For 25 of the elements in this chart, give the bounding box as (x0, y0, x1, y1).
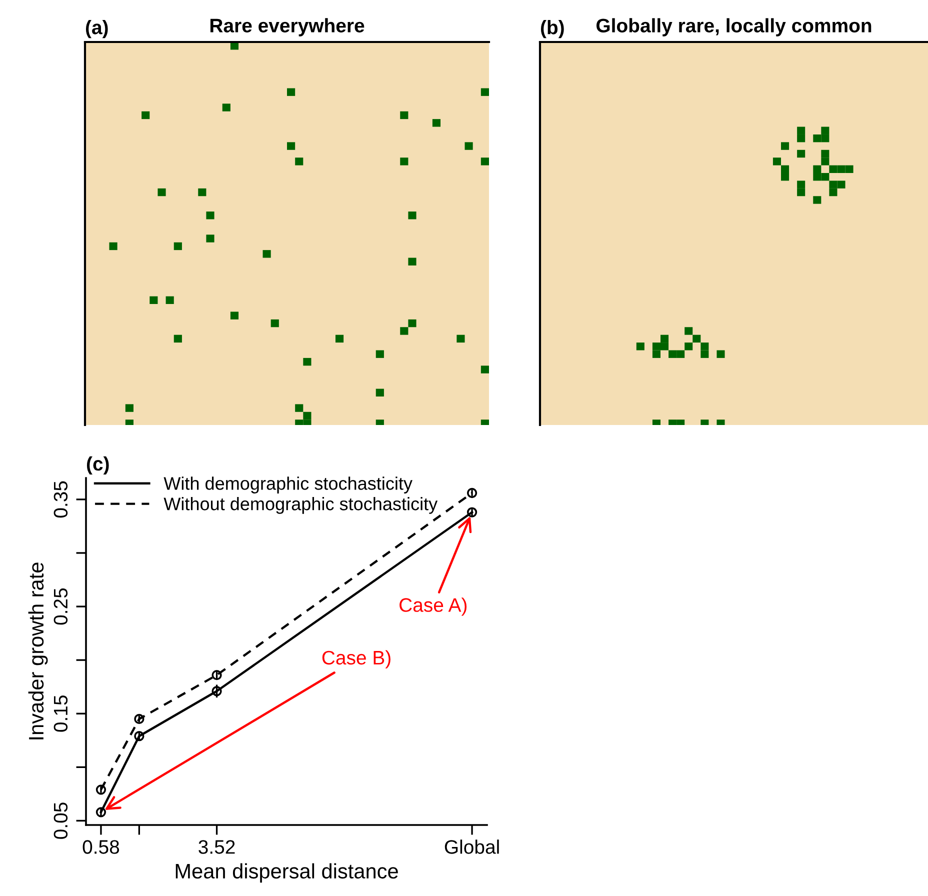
x-tick-label: 3.52 (198, 840, 235, 854)
y-tick-label: 0.35 (54, 481, 68, 518)
point (96, 784, 106, 795)
text: (c) (86, 456, 109, 475)
text: Globally rare, locally common (596, 18, 872, 36)
x-tick-label: 0.58 (82, 840, 120, 854)
annotation: Case A) (400, 598, 467, 616)
text: (a) (86, 20, 108, 38)
y-tick-label: 0.25 (54, 588, 68, 625)
legend-label: With demographic stochasticity (164, 476, 412, 494)
point (212, 686, 222, 696)
point (96, 807, 106, 818)
text: (b) (540, 20, 564, 38)
text: Rare everywhere (210, 18, 364, 36)
y-tick-label: 0.05 (54, 802, 68, 839)
annotation: Case B) (322, 650, 390, 668)
y-tick-label: 0.15 (54, 696, 68, 732)
point (134, 714, 144, 724)
x-axis-title: Mean dispersal distance (176, 863, 398, 883)
point (212, 670, 222, 680)
point (134, 731, 144, 742)
point (466, 488, 478, 498)
legend-label: Without demographic stochasticity (164, 497, 438, 514)
x-tick-label: Global (444, 840, 499, 854)
y-axis-title: Invader growth rate (28, 562, 48, 740)
